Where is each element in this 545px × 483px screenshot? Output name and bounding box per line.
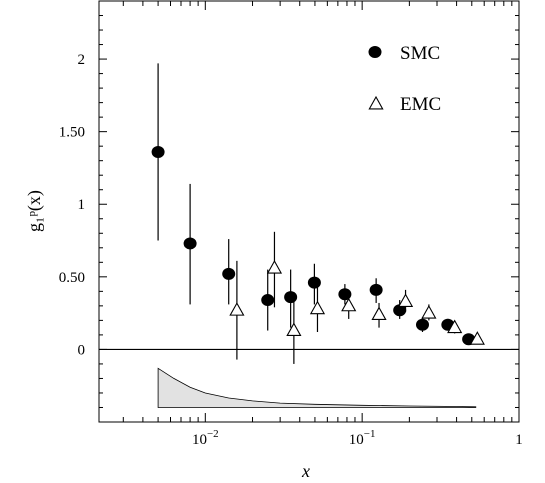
emc-point	[397, 293, 414, 307]
y-axis-label: g₁ᵖ(x)	[24, 190, 45, 232]
x-tick-label: 1	[515, 432, 523, 448]
smc-point	[183, 237, 197, 250]
legend: SMC EMC	[368, 43, 441, 115]
plot-frame	[98, 0, 520, 423]
emc-point	[421, 304, 437, 319]
emc-point	[229, 302, 245, 316]
x-axis-ticks: 10−2 10−1 1	[122, 1, 523, 448]
smc-point	[369, 283, 383, 296]
y-tick-label: 0.50	[59, 270, 85, 286]
smc-point	[284, 291, 298, 304]
x-tick-base: 10	[349, 432, 364, 448]
smc-point	[261, 294, 275, 307]
smc-point	[415, 318, 429, 331]
y-tick-label: 0	[78, 342, 86, 358]
emc-point	[371, 306, 387, 321]
data-markers	[151, 145, 485, 346]
legend-label-emc: EMC	[400, 94, 441, 115]
y-axis-ticks: 0 0.50 1 1.50 2	[59, 15, 519, 408]
legend-marker-smc	[368, 46, 382, 58]
x-tick-base: 1	[515, 432, 523, 448]
x-tick-exponent: −2	[207, 428, 219, 440]
emc-point	[286, 322, 302, 336]
x-tick-label: 10−2	[192, 428, 219, 448]
x-tick-base: 10	[192, 432, 207, 448]
emc-point	[447, 319, 463, 334]
y-tick-label: 2	[78, 52, 86, 68]
x-tick-exponent: −1	[364, 428, 376, 440]
x-tick-label: 10−1	[349, 428, 376, 448]
smc-point	[222, 267, 236, 280]
x-axis-label: x	[301, 461, 310, 481]
emc-point	[266, 259, 283, 274]
legend-marker-emc	[368, 95, 384, 110]
systematic-error-band	[157, 367, 477, 408]
smc-point	[393, 304, 407, 317]
smc-point	[151, 145, 165, 158]
legend-label-smc: SMC	[400, 43, 440, 64]
emc-point	[309, 300, 326, 315]
emc-point	[341, 297, 357, 312]
emc-point	[469, 331, 485, 345]
smc-point	[338, 288, 352, 301]
smc-point	[307, 276, 321, 289]
y-tick-label: 1.50	[59, 125, 85, 141]
systematic-band-layer	[157, 367, 477, 408]
y-tick-label: 1	[78, 197, 86, 213]
